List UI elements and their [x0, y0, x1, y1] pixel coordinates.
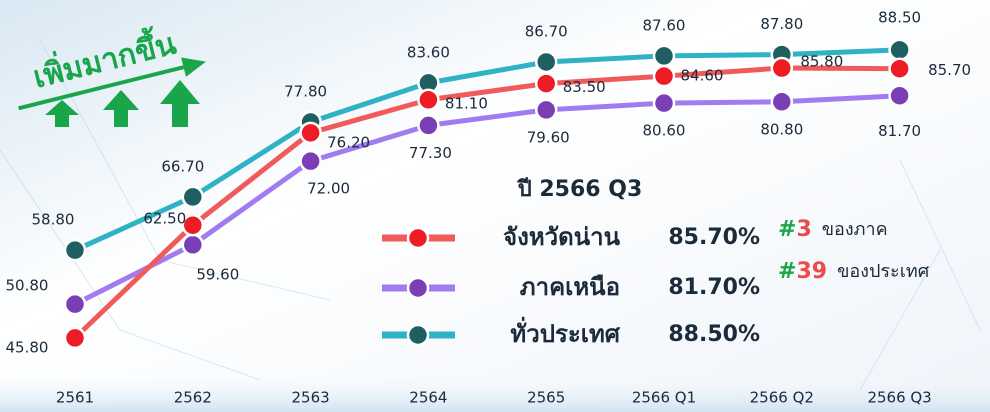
point: [534, 72, 558, 95]
legend-marker: [406, 276, 430, 300]
point: [417, 88, 440, 112]
point: [63, 238, 87, 262]
point: [299, 149, 322, 173]
x-tick-label: 2562: [174, 389, 212, 407]
point: [299, 121, 322, 145]
value-label: 83.50: [563, 78, 606, 96]
point: [652, 44, 676, 68]
rank-rank: 39: [796, 259, 827, 284]
value-label: 88.50: [878, 8, 921, 26]
legend-name: ภาคเหนือ: [520, 273, 620, 301]
legend-name: ทั่วประเทศ: [510, 316, 620, 348]
value-label: 85.70: [928, 61, 971, 79]
legend-marker: [406, 323, 430, 347]
rank-text: ของภาค: [822, 219, 888, 240]
axis-band: [0, 370, 990, 412]
value-label: 87.80: [760, 15, 803, 33]
value-label: 77.30: [409, 144, 452, 162]
legend-title: ปี 2566 Q3: [517, 177, 643, 202]
value-label: 85.80: [800, 53, 843, 71]
up-arrows: [45, 80, 200, 127]
legend-name: จังหวัดน่าน: [503, 223, 621, 251]
value-label: 58.80: [32, 211, 75, 229]
x-tick-label: 2563: [292, 389, 330, 407]
point: [770, 56, 794, 80]
rank-prefix: #: [778, 259, 796, 284]
value-label: 84.60: [681, 67, 724, 85]
point: [181, 233, 205, 257]
point: [888, 57, 911, 80]
rank-text: ของประเทศ: [837, 261, 930, 282]
legend-marker: [406, 226, 430, 250]
x-tick-label: 2566 Q1: [632, 389, 696, 407]
value-label: 50.80: [6, 277, 49, 295]
value-label: 81.70: [878, 122, 921, 140]
legend-value: 85.70%: [668, 225, 760, 250]
point: [652, 91, 676, 115]
value-label: 83.60: [407, 43, 450, 61]
rank: #3 ของภาค: [778, 217, 888, 242]
series-line: [73, 47, 900, 253]
point: [770, 90, 794, 114]
value-label: 81.10: [445, 94, 488, 112]
point: [63, 326, 87, 350]
value-label: 79.60: [527, 128, 570, 146]
point: [888, 38, 911, 62]
series-line: [73, 65, 900, 340]
value-label: 45.80: [6, 338, 49, 356]
rank: #39 ของประเทศ: [778, 259, 930, 284]
value-label: 59.60: [196, 265, 239, 283]
value-label: 80.80: [760, 120, 803, 138]
point: [534, 98, 558, 122]
point: [652, 64, 676, 88]
x-tick-label: 2561: [56, 389, 94, 407]
point: [181, 185, 205, 209]
point: [888, 84, 911, 107]
value-label: 72.00: [307, 180, 350, 198]
x-tick-label: 2564: [409, 389, 447, 407]
rank-rank: 3: [796, 217, 811, 242]
rank-prefix: #: [778, 217, 796, 242]
point: [181, 213, 205, 237]
point: [63, 292, 87, 316]
value-label: 87.60: [643, 16, 686, 34]
series-line: [73, 93, 900, 307]
point: [417, 114, 440, 137]
point: [534, 50, 558, 74]
value-label: 86.70: [525, 22, 568, 40]
x-tick-label: 2565: [527, 389, 565, 407]
legend-value: 81.70%: [668, 275, 760, 300]
x-tick-label: 2566 Q2: [750, 389, 814, 407]
x-tick-label: 2566 Q3: [867, 389, 931, 407]
value-label: 66.70: [161, 157, 204, 175]
value-label: 62.50: [143, 210, 186, 228]
legend-value: 88.50%: [668, 322, 760, 347]
value-label: 80.60: [643, 122, 686, 140]
value-label: 77.80: [284, 83, 327, 101]
network-decoration: [0, 39, 981, 391]
value-label: 76.20: [327, 133, 370, 151]
